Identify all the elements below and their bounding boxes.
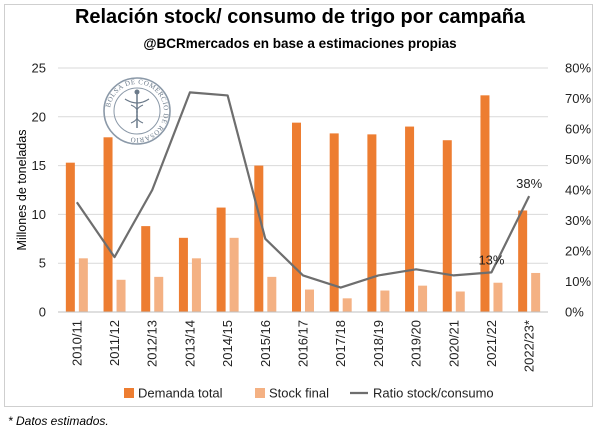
x-tick-label: 2013/14 (182, 320, 197, 367)
seal-inner-ring (113, 87, 161, 135)
x-tick-label: 2021/22 (484, 320, 499, 367)
bar-stock-final (455, 291, 465, 312)
x-tick-label: 2019/20 (409, 320, 424, 367)
x-tick-label: 2016/17 (296, 320, 311, 367)
data-label: 13% (478, 252, 504, 267)
seal-emblem-top (134, 89, 140, 95)
y2-tick-label: 20% (565, 244, 591, 259)
y2-tick-label: 40% (565, 183, 591, 198)
bar-demanda-total (442, 140, 452, 312)
chart-subtitle: @BCRmercados en base a estimaciones prop… (143, 36, 457, 51)
bar-demanda-total (329, 133, 339, 312)
bar-stock-final (305, 289, 314, 312)
bar-stock-final (342, 298, 352, 312)
legend-demanda-total-swatch (124, 388, 134, 398)
x-tick-label: 2020/21 (446, 320, 461, 367)
bar-demanda-total (141, 226, 151, 312)
x-tick-label: 2012/13 (145, 320, 160, 367)
chart-frame (4, 4, 593, 407)
bar-demanda-total (367, 134, 377, 312)
x-tick-label: 2011/12 (107, 320, 122, 366)
legend-demanda-total-label: Demanda total (138, 386, 223, 401)
bar-demanda-total (178, 237, 188, 312)
bar-stock-final (493, 282, 503, 312)
y2-tick-label: 80% (565, 61, 591, 76)
bar-stock-final (531, 272, 541, 312)
x-tick-label: 2015/16 (258, 320, 273, 367)
y2-tick-label: 0% (565, 305, 584, 320)
legend-ratio-stock-consumo-label: Ratio stock/consumo (373, 386, 494, 401)
y2-tick-label: 10% (565, 274, 591, 289)
y2-tick-label: 70% (565, 91, 591, 106)
y-tick-label: 0 (39, 305, 46, 320)
bar-stock-final (116, 279, 126, 312)
bar-stock-final (418, 285, 428, 312)
chart-svg: 0 5 10 15 20 25 0% 10% 20% 30% 40% 50% 60% 70% 80% Mill… (15, 61, 591, 401)
bar-demanda-total (103, 137, 113, 312)
bar-stock-final (267, 276, 277, 312)
x-tick-label: 2017/18 (333, 320, 348, 367)
x-tick-label: 2010/11 (69, 320, 84, 366)
y-tick-label: 15 (32, 158, 46, 173)
bar-stock-final (229, 237, 239, 312)
y2-tick-label: 60% (565, 122, 591, 137)
bar-stock-final (380, 290, 390, 312)
bar-demanda-total (216, 207, 226, 312)
y-axis-title: Millones de toneladas (15, 130, 29, 251)
bar-demanda-total (518, 210, 528, 312)
y-tick-label: 10 (32, 207, 46, 222)
seal-outer-ring (103, 77, 171, 145)
legend-stock-final-label: Stock final (269, 386, 329, 401)
y-tick-label: 5 (39, 256, 46, 271)
y2-tick-label: 30% (565, 213, 591, 228)
seal-emblem-snakes (130, 104, 144, 124)
bar-demanda-total (480, 95, 490, 312)
y2-tick-label: 50% (565, 152, 591, 167)
bar-demanda-total (292, 122, 301, 312)
bar-demanda-total (65, 162, 75, 312)
data-label: 38% (516, 176, 542, 191)
y-tick-label: 20 (32, 109, 46, 124)
legend-stock-final-swatch (255, 388, 265, 398)
chart-title: Relación stock/ consumo de trigo por cam… (74, 6, 526, 28)
x-tick-label: 2018/19 (371, 320, 386, 367)
seal-emblem-wings (124, 98, 150, 104)
bar-stock-final (191, 258, 201, 312)
bar-demanda-total (405, 126, 415, 312)
y-tick-label: 25 (32, 61, 46, 76)
x-tick-label: 2014/15 (220, 320, 235, 367)
footnote: * Datos estimados. (8, 414, 109, 428)
x-tick-label: 2022/23* (522, 320, 537, 372)
bar-demanda-total (254, 165, 264, 312)
line-ratio-stock-consumo (75, 91, 531, 289)
bar-stock-final (78, 258, 88, 312)
bar-stock-final (154, 276, 164, 312)
